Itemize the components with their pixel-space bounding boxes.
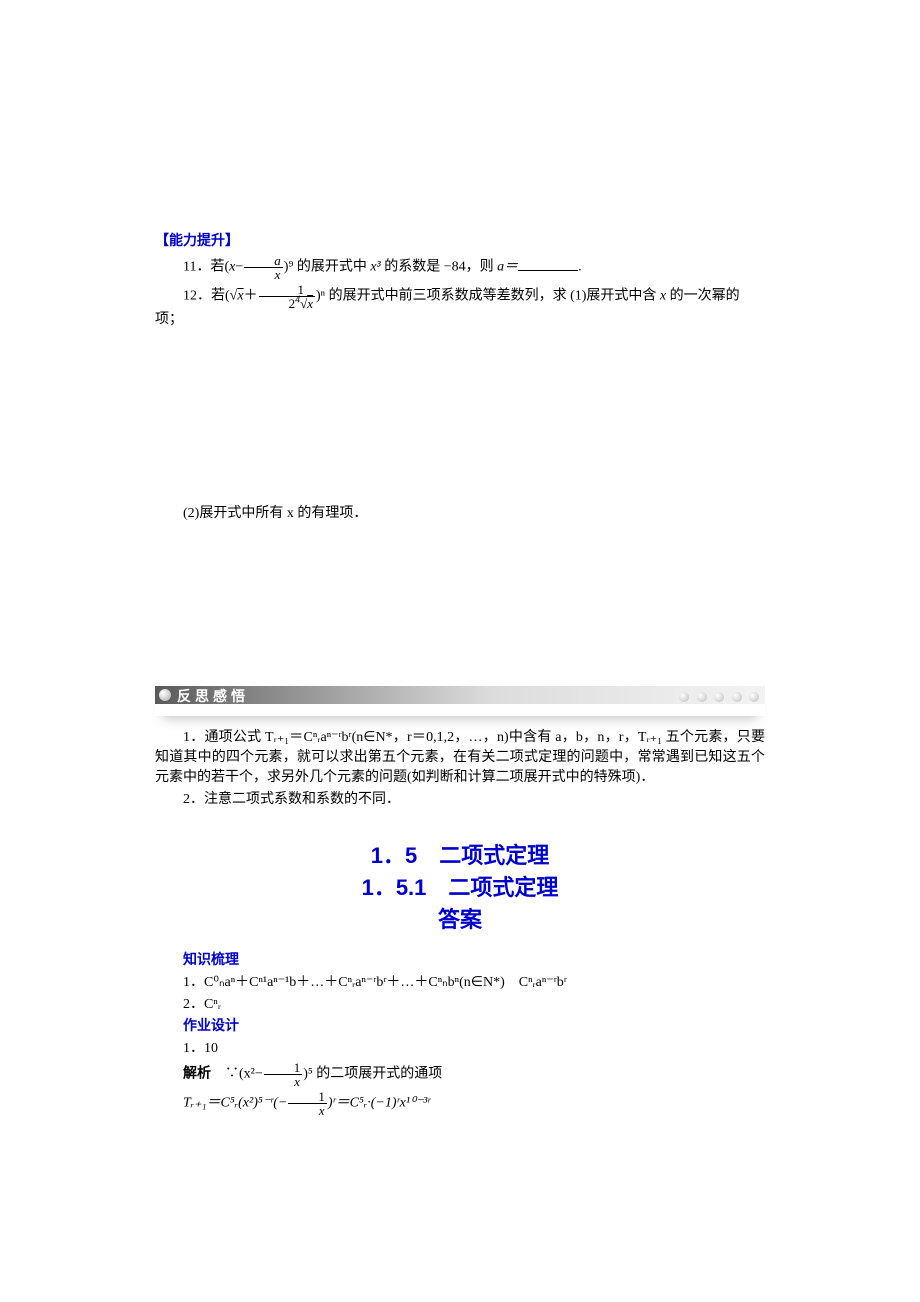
tr-frac: 1x	[288, 1090, 327, 1117]
ans-h2: 作业设计	[183, 1019, 239, 1034]
q11-frac-den: x	[244, 268, 283, 281]
decor-dot	[732, 692, 742, 702]
question-11: 11．若(x−ax)⁹ 的展开式中 x³ 的系数是 −84，则 a＝.	[155, 254, 765, 281]
spacer-1	[155, 332, 765, 502]
q11-a-eq: a＝	[497, 260, 518, 275]
q11-after: 的系数是 −84，则	[381, 260, 497, 275]
expl-frac: 1x	[264, 1061, 303, 1088]
q11-prefix: 11．若(	[183, 260, 229, 275]
q12-prefix: 12．若(	[183, 289, 230, 304]
dot-row	[675, 689, 759, 709]
ans-tr: Tᵣ₊₁＝C⁵ᵣ(x²)⁵⁻ʳ(−1x)ʳ＝C⁵ᵣ·(−1)ʳx¹⁰⁻³ʳ	[155, 1090, 765, 1117]
bullet-icon	[159, 689, 171, 701]
reflect-bar: 反思感悟	[155, 686, 765, 716]
reflect-p1: 1．通项公式 Tᵣ₊₁＝Cⁿᵣaⁿ⁻ʳbʳ(n∈N*，r＝0,1,2，…，n)中…	[155, 728, 765, 788]
ans-expl-text: ∵(x²−	[225, 1067, 263, 1082]
spacer-2	[155, 526, 765, 646]
title-block: 1．5 二项式定理 1．5.1 二项式定理 答案	[155, 840, 765, 936]
ability-label: 【能力提升】	[155, 232, 765, 252]
ans-line2: 2．Cⁿᵣ	[155, 995, 765, 1015]
q12-frac: 124√x	[259, 283, 315, 310]
ans-tr1: Tᵣ₊₁＝C⁵ᵣ(x²)⁵⁻ʳ(−	[183, 1096, 287, 1111]
blank-fill	[518, 257, 578, 271]
ans-1: 1．10	[155, 1039, 765, 1059]
q11-x3: x³	[370, 260, 380, 275]
q12-mid: )ⁿ 的展开式中前三项系数成等差数列，求 (1)展开式中含	[316, 289, 660, 304]
title-3: 答案	[155, 904, 765, 936]
tr-frac-num: 1	[288, 1090, 327, 1104]
q12-sqrt-x: √x	[230, 289, 244, 304]
title-2: 1．5.1 二项式定理	[155, 872, 765, 904]
question-12: 12．若(√x＋124√x)ⁿ 的展开式中前三项系数成等差数列，求 (1)展开式…	[155, 283, 765, 330]
question-12-part2: (2)展开式中所有 x 的有理项．	[155, 504, 765, 524]
decor-dot	[714, 692, 724, 702]
expl-frac-den: x	[264, 1075, 303, 1088]
ans-line1: 1．C⁰ₙaⁿ＋Cⁿ¹aⁿ⁻¹b＋…＋Cⁿᵣaⁿ⁻ʳbʳ＋…＋Cⁿₙbⁿ(n∈N…	[155, 973, 765, 993]
q11-var-x: x	[229, 260, 235, 275]
ans-expl: 解析 ∵(x²−1x)⁵ 的二项展开式的通项	[155, 1061, 765, 1088]
q12-frac-den: 24√x	[259, 297, 315, 310]
expl-frac-num: 1	[264, 1061, 303, 1075]
ability-label-text: 【能力提升】	[155, 234, 239, 249]
q11-mid: )⁹ 的展开式中	[284, 260, 371, 275]
q12-frac-num: 1	[259, 283, 315, 297]
decor-dot	[679, 692, 689, 702]
q11-frac: ax	[244, 254, 283, 281]
decor-dot	[749, 692, 759, 702]
ans-expl-mid: )⁵ 的二项展开式的通项	[303, 1067, 442, 1082]
ans-h1: 知识梳理	[183, 953, 239, 968]
ans-expl-label: 解析	[183, 1065, 211, 1081]
document-page: 【能力提升】 11．若(x−ax)⁹ 的展开式中 x³ 的系数是 −84，则 a…	[0, 0, 920, 1117]
answer-block: 知识梳理 1．C⁰ₙaⁿ＋Cⁿ¹aⁿ⁻¹b＋…＋Cⁿᵣaⁿ⁻ʳbʳ＋…＋Cⁿₙb…	[155, 951, 765, 1117]
decor-dot	[697, 692, 707, 702]
reflect-p2: 2．注意二项式系数和系数的不同．	[155, 790, 765, 810]
tr-frac-den: x	[288, 1104, 327, 1117]
q11-frac-num: a	[244, 254, 283, 268]
q11-period: .	[578, 260, 582, 275]
q12-part2-text: (2)展开式中所有 x 的有理项．	[183, 506, 367, 521]
reflect-title: 反思感悟	[177, 686, 249, 706]
title-1: 1．5 二项式定理	[155, 840, 765, 872]
ans-tr2: )ʳ＝C⁵ᵣ·(−1)ʳx¹⁰⁻³ʳ	[328, 1096, 431, 1111]
